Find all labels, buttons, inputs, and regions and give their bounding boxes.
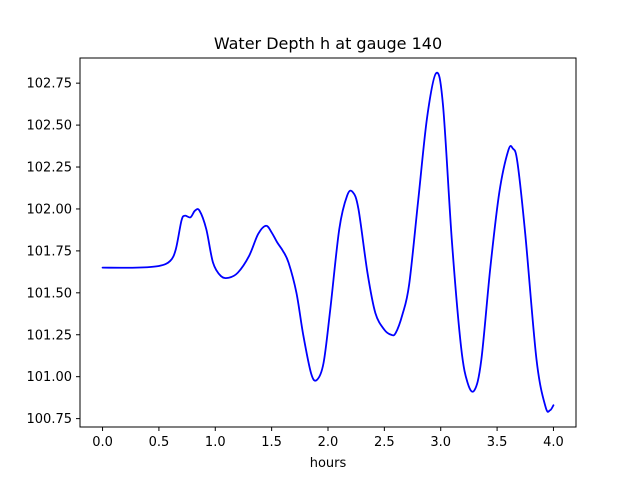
plot-frame [79, 57, 577, 428]
x-axis-label: hours [310, 456, 347, 471]
x-tick-label: 0.0 [92, 435, 113, 450]
y-tick-label: 101.00 [27, 370, 73, 385]
chart-title: Water Depth h at gauge 140 [214, 34, 442, 53]
y-tick-label: 101.25 [27, 328, 73, 343]
y-tick-label: 102.00 [27, 202, 73, 217]
x-tick-label: 3.5 [487, 435, 508, 450]
x-axis: 0.0 0.5 1.0 1.5 2.0 2.5 3.0 3.5 4.0 [92, 427, 564, 450]
y-tick-label: 100.75 [27, 412, 73, 427]
y-tick-label: 101.50 [27, 286, 73, 301]
y-tick-label: 102.25 [27, 161, 73, 176]
y-tick-label: 102.50 [27, 119, 73, 134]
series-layer [101, 71, 555, 413]
x-tick-label: 2.0 [318, 435, 339, 450]
x-tick-label: 1.0 [205, 435, 226, 450]
y-tick-label: 102.75 [27, 77, 73, 92]
series-line-0 [101, 71, 555, 413]
x-tick-label: 0.5 [149, 435, 170, 450]
x-tick-label: 4.0 [543, 435, 564, 450]
x-tick-label: 3.0 [430, 435, 451, 450]
x-tick-label: 2.5 [374, 435, 395, 450]
y-tick-label: 101.75 [27, 244, 73, 259]
x-tick-label: 1.5 [261, 435, 282, 450]
y-axis: 100.75 101.00 101.25 101.50 101.75 102.00 102.… [27, 77, 80, 427]
